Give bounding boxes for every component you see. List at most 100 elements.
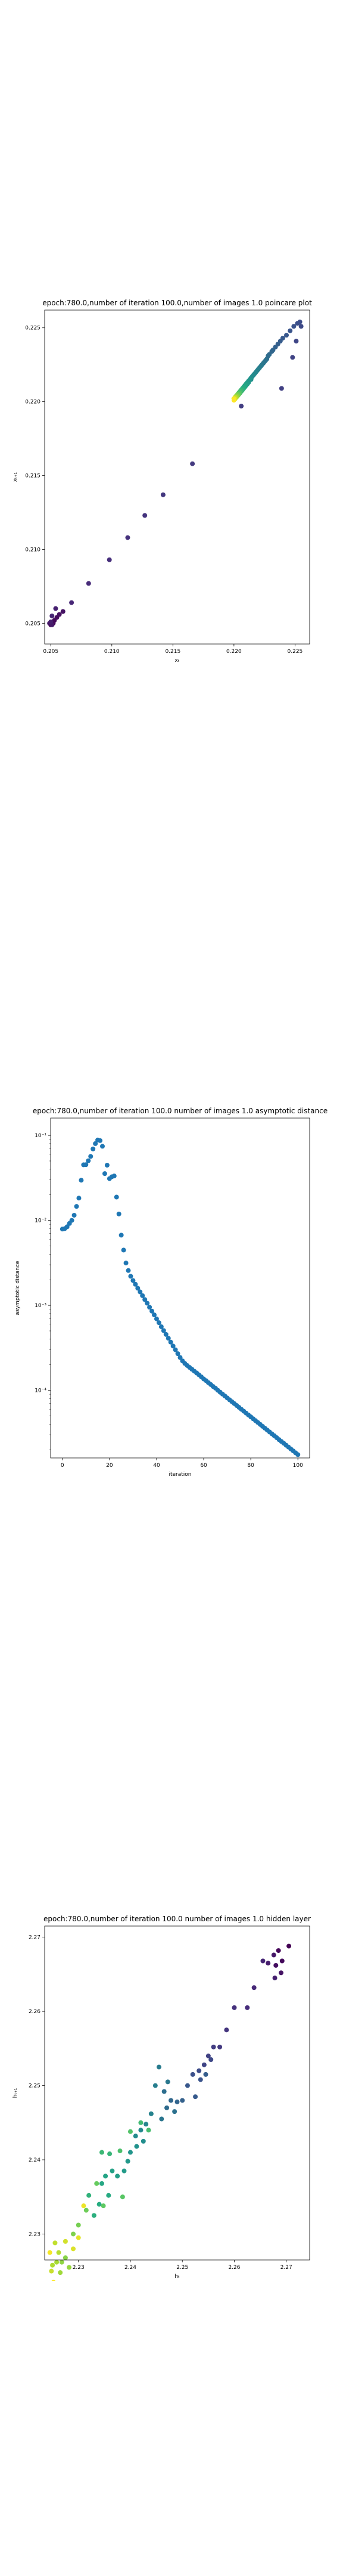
data-point [59,2259,64,2265]
y-tick-label: 10⁻³ [35,1303,46,1309]
y-tick-label: 2.23 [29,2231,40,2237]
data-point [107,2151,113,2157]
plot-frame [50,1117,310,1459]
data-point [86,2193,92,2198]
data-point [169,2098,174,2103]
x-tick-label: 2.25 [176,2265,188,2271]
y-tick-label: 2.25 [29,2083,40,2089]
data-point [67,2265,72,2270]
y-tick-label: 0.215 [25,473,40,479]
data-point [142,1297,148,1302]
x-tick-label: 80 [247,1463,254,1469]
data-point [57,612,62,617]
x-tick-label: 0.215 [165,649,180,655]
x-axis-label: xₜ [175,658,180,664]
chart-asymptotic-distance: epoch:780.0,number of iteration 100.0 nu… [0,1091,343,1485]
data-point [205,2053,211,2058]
data-point [115,2174,120,2179]
x-tick-label: 2.24 [124,2265,136,2271]
data-point [91,1146,96,1151]
data-point [217,2044,223,2049]
data-point [193,2094,198,2100]
data-point [121,1247,126,1253]
data-point [56,2250,61,2255]
data-point [197,2068,202,2073]
data-point [291,324,297,329]
data-point [96,2202,102,2207]
data-point [138,2128,144,2133]
x-axis-label: iteration [169,1472,191,1478]
x-tick-label: 0.225 [288,649,303,655]
data-point [271,1952,276,1958]
data-point [180,2098,185,2103]
y-tick-label: 10⁻² [35,1218,46,1224]
data-point [272,1976,277,1981]
data-point [63,2255,68,2261]
data-point [148,2111,154,2116]
data-point [161,2089,167,2094]
data-point [76,2222,81,2228]
data-point [94,2181,99,2186]
data-point [163,1332,169,1337]
data-point [142,513,148,518]
data-point [239,404,244,409]
plot-frame [44,1925,310,2261]
data-point [145,1301,150,1306]
data-point [276,1948,281,1953]
y-tick-label: 10⁻¹ [35,1133,46,1139]
data-point [294,339,299,344]
plot-frame [44,309,310,645]
data-point [101,2203,106,2209]
data-point [149,1308,155,1314]
data-point [76,2235,81,2240]
data-point [88,1154,93,1159]
data-point [70,2231,76,2237]
data-point [266,1961,271,1966]
data-point [47,2250,52,2255]
data-point [141,2138,146,2144]
data-point [156,1320,161,1326]
x-tick-label: 100 [293,1463,303,1469]
x-tick-label: 60 [200,1463,207,1469]
data-point [125,535,130,540]
data-point [54,2259,60,2265]
data-point [231,398,236,403]
x-tick-label: 0.220 [226,649,242,655]
data-point [190,2072,195,2077]
data-point [286,1943,292,1949]
data-point [146,2128,151,2133]
data-point [175,1351,180,1357]
data-point [245,2005,250,2010]
data-point [107,557,112,562]
data-point [98,1138,103,1143]
data-point [76,1196,82,1201]
data-point [211,2044,216,2049]
y-tick-label: 0.210 [25,547,40,553]
data-point [127,2129,133,2134]
data-point [290,355,295,360]
data-point [114,1194,119,1200]
data-point [81,2203,86,2209]
data-point [130,1278,136,1283]
data-point [279,386,284,391]
data-point [158,1324,164,1329]
y-tick-label: 2.27 [29,1935,40,1941]
data-point [86,581,91,586]
data-point [63,2238,68,2244]
data-point [99,2150,104,2155]
data-point [58,2270,63,2275]
y-tick-label: 2.26 [29,2009,40,2015]
chart-poincare-plot: epoch:780.0,number of iteration 100.0,nu… [0,283,343,665]
data-point [50,2262,55,2268]
x-tick-label: 20 [106,1463,113,1469]
data-point [260,1958,266,1964]
data-point [70,2246,76,2252]
x-tick-label: 0.205 [43,649,58,655]
data-point [110,2168,115,2174]
y-axis-label: xₜ₊₁ [13,472,18,482]
data-point [126,1268,131,1273]
y-axis-label: asymptotic distance [15,1261,21,1315]
data-point [298,324,304,329]
data-point [279,1958,285,1964]
data-point [52,2240,58,2246]
